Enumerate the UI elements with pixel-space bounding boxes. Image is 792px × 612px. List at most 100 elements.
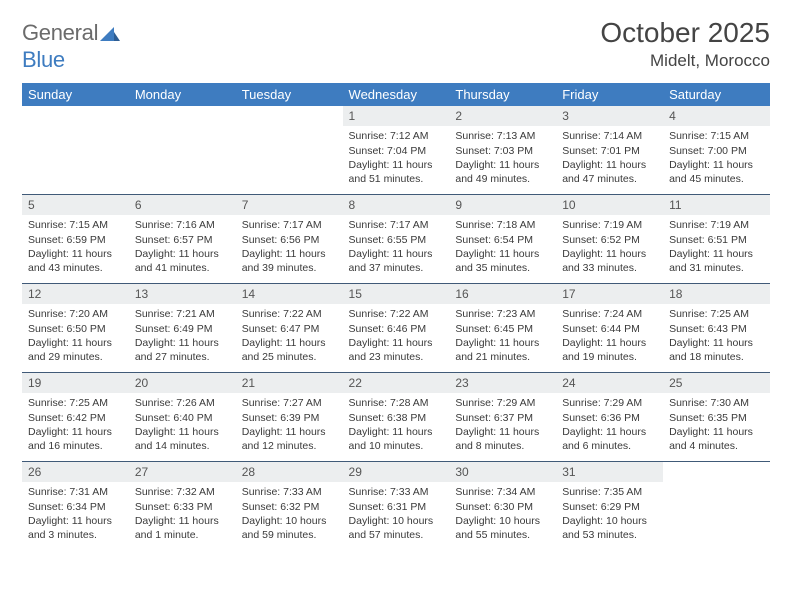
- sunrise-text: Sunrise: 7:29 AM: [562, 396, 657, 410]
- sunrise-text: Sunrise: 7:14 AM: [562, 129, 657, 143]
- logo: GeneralBlue: [22, 20, 120, 73]
- day-info: Sunrise: 7:19 AMSunset: 6:51 PMDaylight:…: [663, 215, 770, 279]
- sunrise-text: Sunrise: 7:12 AM: [349, 129, 444, 143]
- sunset-text: Sunset: 7:03 PM: [455, 144, 550, 158]
- day-number: 15: [343, 284, 450, 304]
- day-number: 29: [343, 462, 450, 482]
- month-title: October 2025: [600, 18, 770, 49]
- calendar-day-cell: [236, 106, 343, 195]
- day-info: Sunrise: 7:32 AMSunset: 6:33 PMDaylight:…: [129, 482, 236, 546]
- sunset-text: Sunset: 6:49 PM: [135, 322, 230, 336]
- sunset-text: Sunset: 6:44 PM: [562, 322, 657, 336]
- day-info: Sunrise: 7:27 AMSunset: 6:39 PMDaylight:…: [236, 393, 343, 457]
- daylight-text: Daylight: 11 hours and 51 minutes.: [349, 158, 444, 186]
- title-block: October 2025 Midelt, Morocco: [600, 18, 770, 71]
- day-number: 17: [556, 284, 663, 304]
- day-number: 30: [449, 462, 556, 482]
- day-header: Saturday: [663, 83, 770, 106]
- calendar-day-cell: 30Sunrise: 7:34 AMSunset: 6:30 PMDayligh…: [449, 462, 556, 551]
- calendar-day-cell: 22Sunrise: 7:28 AMSunset: 6:38 PMDayligh…: [343, 373, 450, 462]
- day-number: 31: [556, 462, 663, 482]
- daylight-text: Daylight: 10 hours and 53 minutes.: [562, 514, 657, 542]
- day-info: Sunrise: 7:33 AMSunset: 6:31 PMDaylight:…: [343, 482, 450, 546]
- day-info: Sunrise: 7:19 AMSunset: 6:52 PMDaylight:…: [556, 215, 663, 279]
- day-info: Sunrise: 7:17 AMSunset: 6:55 PMDaylight:…: [343, 215, 450, 279]
- calendar-day-cell: 28Sunrise: 7:33 AMSunset: 6:32 PMDayligh…: [236, 462, 343, 551]
- sunset-text: Sunset: 6:59 PM: [28, 233, 123, 247]
- day-number: 8: [343, 195, 450, 215]
- sunset-text: Sunset: 7:00 PM: [669, 144, 764, 158]
- day-info: Sunrise: 7:15 AMSunset: 7:00 PMDaylight:…: [663, 126, 770, 190]
- sunset-text: Sunset: 6:32 PM: [242, 500, 337, 514]
- sunset-text: Sunset: 6:54 PM: [455, 233, 550, 247]
- day-number: 23: [449, 373, 556, 393]
- daylight-text: Daylight: 11 hours and 29 minutes.: [28, 336, 123, 364]
- calendar-day-cell: [663, 462, 770, 551]
- calendar-day-cell: 12Sunrise: 7:20 AMSunset: 6:50 PMDayligh…: [22, 284, 129, 373]
- daylight-text: Daylight: 11 hours and 43 minutes.: [28, 247, 123, 275]
- calendar-day-cell: 5Sunrise: 7:15 AMSunset: 6:59 PMDaylight…: [22, 195, 129, 284]
- calendar-day-cell: 4Sunrise: 7:15 AMSunset: 7:00 PMDaylight…: [663, 106, 770, 195]
- day-info: Sunrise: 7:35 AMSunset: 6:29 PMDaylight:…: [556, 482, 663, 546]
- daylight-text: Daylight: 11 hours and 16 minutes.: [28, 425, 123, 453]
- calendar-day-cell: 9Sunrise: 7:18 AMSunset: 6:54 PMDaylight…: [449, 195, 556, 284]
- calendar-day-cell: 1 Sunrise: 7:12 AMSunset: 7:04 PMDaylight…: [343, 106, 450, 195]
- day-number: 28: [236, 462, 343, 482]
- sunset-text: Sunset: 7:04 PM: [349, 144, 444, 158]
- page-header: GeneralBlue October 2025 Midelt, Morocco: [22, 18, 770, 73]
- sunrise-text: Sunrise: 7:29 AM: [455, 396, 550, 410]
- day-header: Sunday: [22, 83, 129, 106]
- day-number: 24: [556, 373, 663, 393]
- calendar-day-cell: 16Sunrise: 7:23 AMSunset: 6:45 PMDayligh…: [449, 284, 556, 373]
- sunset-text: Sunset: 6:29 PM: [562, 500, 657, 514]
- sunrise-text: Sunrise: 7:17 AM: [349, 218, 444, 232]
- calendar-day-cell: 25Sunrise: 7:30 AMSunset: 6:35 PMDayligh…: [663, 373, 770, 462]
- sunset-text: Sunset: 6:51 PM: [669, 233, 764, 247]
- sunrise-text: Sunrise: 7:23 AM: [455, 307, 550, 321]
- calendar-table: Sunday Monday Tuesday Wednesday Thursday…: [22, 83, 770, 550]
- day-number: 19: [22, 373, 129, 393]
- sunset-text: Sunset: 6:40 PM: [135, 411, 230, 425]
- calendar-day-cell: 31Sunrise: 7:35 AMSunset: 6:29 PMDayligh…: [556, 462, 663, 551]
- day-number: 27: [129, 462, 236, 482]
- calendar-day-cell: [22, 106, 129, 195]
- day-info: Sunrise: 7:16 AMSunset: 6:57 PMDaylight:…: [129, 215, 236, 279]
- day-info: Sunrise: 7:29 AMSunset: 6:36 PMDaylight:…: [556, 393, 663, 457]
- calendar-week-row: 5Sunrise: 7:15 AMSunset: 6:59 PMDaylight…: [22, 195, 770, 284]
- daylight-text: Daylight: 11 hours and 12 minutes.: [242, 425, 337, 453]
- daylight-text: Daylight: 11 hours and 39 minutes.: [242, 247, 337, 275]
- sunrise-text: Sunrise: 7:25 AM: [669, 307, 764, 321]
- calendar-day-cell: 8Sunrise: 7:17 AMSunset: 6:55 PMDaylight…: [343, 195, 450, 284]
- day-number: 22: [343, 373, 450, 393]
- sunrise-text: Sunrise: 7:22 AM: [349, 307, 444, 321]
- sunrise-text: Sunrise: 7:15 AM: [669, 129, 764, 143]
- day-number: 1: [343, 106, 450, 126]
- daylight-text: Daylight: 10 hours and 59 minutes.: [242, 514, 337, 542]
- calendar-day-cell: 15Sunrise: 7:22 AMSunset: 6:46 PMDayligh…: [343, 284, 450, 373]
- sunrise-text: Sunrise: 7:33 AM: [349, 485, 444, 499]
- day-info: Sunrise: 7:33 AMSunset: 6:32 PMDaylight:…: [236, 482, 343, 546]
- day-info: Sunrise: 7:26 AMSunset: 6:40 PMDaylight:…: [129, 393, 236, 457]
- calendar-day-cell: 3Sunrise: 7:14 AMSunset: 7:01 PMDaylight…: [556, 106, 663, 195]
- sunset-text: Sunset: 6:43 PM: [669, 322, 764, 336]
- daylight-text: Daylight: 11 hours and 6 minutes.: [562, 425, 657, 453]
- sunset-text: Sunset: 6:35 PM: [669, 411, 764, 425]
- day-number: 7: [236, 195, 343, 215]
- day-info: Sunrise: 7:34 AMSunset: 6:30 PMDaylight:…: [449, 482, 556, 546]
- calendar-day-cell: 6Sunrise: 7:16 AMSunset: 6:57 PMDaylight…: [129, 195, 236, 284]
- day-info: Sunrise: 7:15 AMSunset: 6:59 PMDaylight:…: [22, 215, 129, 279]
- day-info: Sunrise: 7:13 AMSunset: 7:03 PMDaylight:…: [449, 126, 556, 190]
- calendar-day-cell: 11Sunrise: 7:19 AMSunset: 6:51 PMDayligh…: [663, 195, 770, 284]
- daylight-text: Daylight: 10 hours and 55 minutes.: [455, 514, 550, 542]
- sunset-text: Sunset: 6:39 PM: [242, 411, 337, 425]
- sunrise-text: Sunrise: 7:31 AM: [28, 485, 123, 499]
- calendar-day-cell: 19Sunrise: 7:25 AMSunset: 6:42 PMDayligh…: [22, 373, 129, 462]
- sunset-text: Sunset: 6:46 PM: [349, 322, 444, 336]
- day-number: 16: [449, 284, 556, 304]
- day-header-row: Sunday Monday Tuesday Wednesday Thursday…: [22, 83, 770, 106]
- day-info: Sunrise: 7:21 AMSunset: 6:49 PMDaylight:…: [129, 304, 236, 368]
- calendar-day-cell: 17Sunrise: 7:24 AMSunset: 6:44 PMDayligh…: [556, 284, 663, 373]
- calendar-day-cell: 20Sunrise: 7:26 AMSunset: 6:40 PMDayligh…: [129, 373, 236, 462]
- sunset-text: Sunset: 6:57 PM: [135, 233, 230, 247]
- logo-text-gray: General: [22, 20, 98, 45]
